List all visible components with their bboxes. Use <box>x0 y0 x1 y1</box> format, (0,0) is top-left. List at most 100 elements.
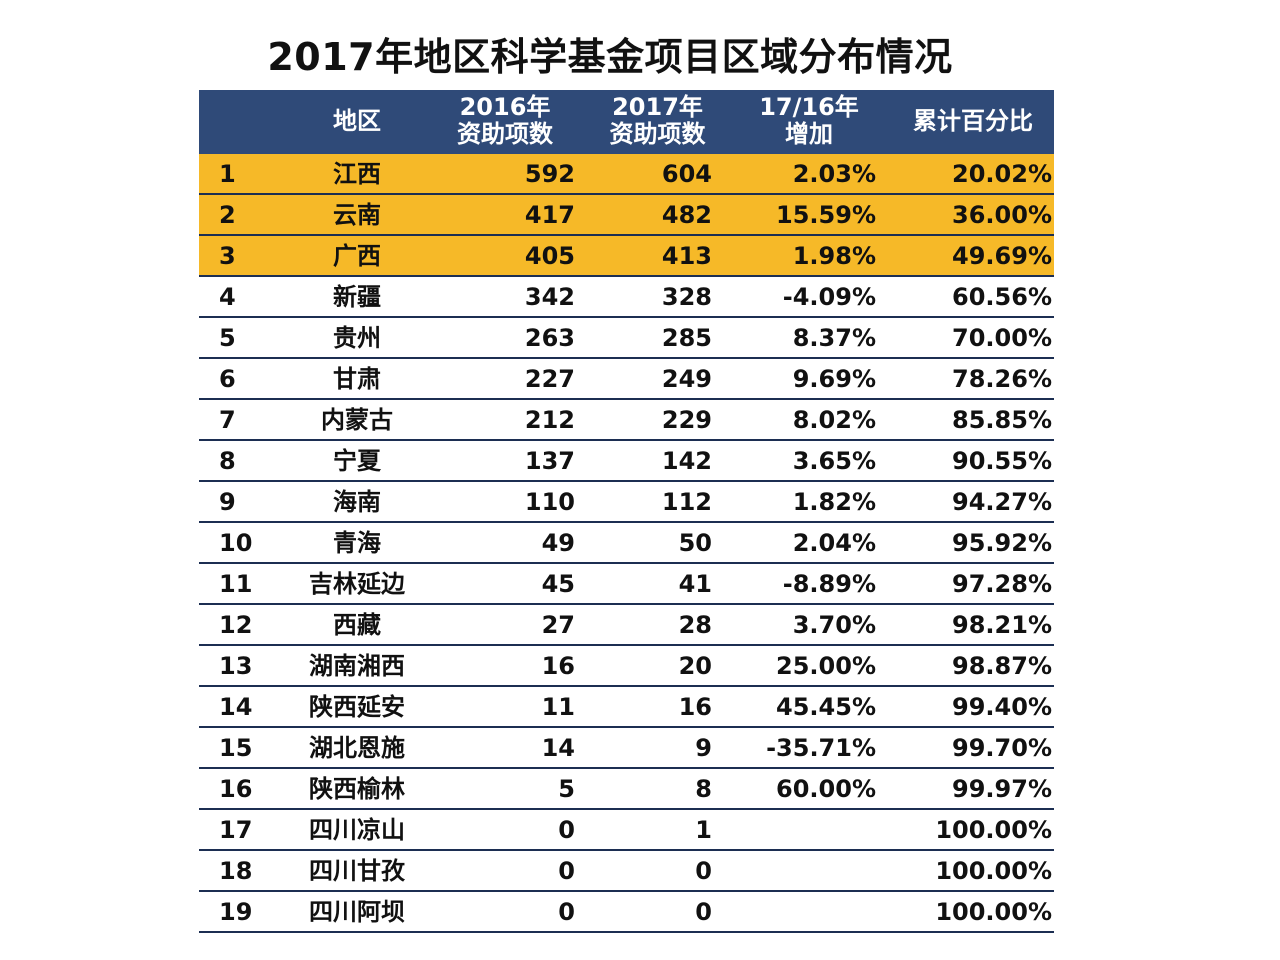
cell-2017-count: 285 <box>589 317 726 359</box>
cell-2016-count: 405 <box>421 235 589 277</box>
cell-growth: 25.00% <box>726 645 892 687</box>
cell-growth: 2.04% <box>726 522 892 564</box>
cell-rank: 2 <box>199 194 293 236</box>
cell-region: 四川凉山 <box>293 809 421 851</box>
cell-region: 海南 <box>293 481 421 523</box>
cell-cumulative: 95.92% <box>892 522 1054 564</box>
header-2017-count: 2017年 资助项数 <box>589 90 726 154</box>
cell-2016-count: 0 <box>421 850 589 892</box>
header-2017-line1: 2017年 <box>612 93 703 121</box>
cell-region: 吉林延边 <box>293 563 421 605</box>
cell-cumulative: 20.02% <box>892 153 1054 195</box>
cell-2016-count: 137 <box>421 440 589 482</box>
cell-rank: 16 <box>199 768 293 810</box>
cell-region: 陕西延安 <box>293 686 421 728</box>
cell-rank: 3 <box>199 235 293 277</box>
cell-2016-count: 0 <box>421 891 589 933</box>
cell-cumulative: 90.55% <box>892 440 1054 482</box>
cell-2016-count: 5 <box>421 768 589 810</box>
cell-growth: 8.37% <box>726 317 892 359</box>
cell-rank: 13 <box>199 645 293 687</box>
cell-2017-count: 112 <box>589 481 726 523</box>
cell-region: 江西 <box>293 153 421 195</box>
table-row: 7 内蒙古 212 229 8.02% 85.85% <box>199 399 1054 441</box>
cell-rank: 15 <box>199 727 293 769</box>
cell-growth: 2.03% <box>726 153 892 195</box>
cell-region: 西藏 <box>293 604 421 646</box>
cell-2017-count: 28 <box>589 604 726 646</box>
cell-2017-count: 482 <box>589 194 726 236</box>
cell-growth: 1.98% <box>726 235 892 277</box>
cell-region: 内蒙古 <box>293 399 421 441</box>
cell-2017-count: 413 <box>589 235 726 277</box>
table-row: 2 云南 417 482 15.59% 36.00% <box>199 194 1054 236</box>
cell-growth: 15.59% <box>726 194 892 236</box>
header-growth-line1: 17/16年 <box>759 93 859 121</box>
cell-cumulative: 85.85% <box>892 399 1054 441</box>
cell-2017-count: 20 <box>589 645 726 687</box>
cell-growth: 60.00% <box>726 768 892 810</box>
cell-rank: 8 <box>199 440 293 482</box>
cell-cumulative: 100.00% <box>892 891 1054 933</box>
cell-growth: -35.71% <box>726 727 892 769</box>
table-row: 18 四川甘孜 0 0 100.00% <box>199 850 1054 892</box>
cell-2017-count: 229 <box>589 399 726 441</box>
cell-rank: 17 <box>199 809 293 851</box>
cell-cumulative: 99.97% <box>892 768 1054 810</box>
cell-cumulative: 100.00% <box>892 809 1054 851</box>
cell-growth: -8.89% <box>726 563 892 605</box>
cell-cumulative: 97.28% <box>892 563 1054 605</box>
cell-rank: 12 <box>199 604 293 646</box>
cell-rank: 10 <box>199 522 293 564</box>
cell-rank: 1 <box>199 153 293 195</box>
cell-2017-count: 50 <box>589 522 726 564</box>
table-row: 6 甘肃 227 249 9.69% 78.26% <box>199 358 1054 400</box>
cell-cumulative: 49.69% <box>892 235 1054 277</box>
cell-2016-count: 11 <box>421 686 589 728</box>
cell-region: 甘肃 <box>293 358 421 400</box>
cell-growth <box>726 891 892 933</box>
table-header-row: 地区 2016年 资助项数 2017年 资助项数 17/16年 增加 累计百分比 <box>199 90 1054 154</box>
page-title: 2017年地区科学基金项目区域分布情况 <box>267 35 953 79</box>
cell-rank: 9 <box>199 481 293 523</box>
table-row: 1 江西 592 604 2.03% 20.02% <box>199 153 1054 195</box>
cell-2016-count: 49 <box>421 522 589 564</box>
cell-2017-count: 0 <box>589 850 726 892</box>
header-growth: 17/16年 增加 <box>726 90 892 154</box>
cell-growth <box>726 850 892 892</box>
cell-growth: 3.70% <box>726 604 892 646</box>
cell-rank: 5 <box>199 317 293 359</box>
funding-table: 地区 2016年 资助项数 2017年 资助项数 17/16年 增加 累计百分比… <box>199 90 1054 933</box>
cell-region: 贵州 <box>293 317 421 359</box>
table-body: 1 江西 592 604 2.03% 20.02% 2 云南 417 482 15.59% 36.00… <box>199 153 1054 933</box>
table-row: 5 贵州 263 285 8.37% 70.00% <box>199 317 1054 359</box>
cell-2017-count: 328 <box>589 276 726 318</box>
cell-region: 云南 <box>293 194 421 236</box>
cell-2016-count: 227 <box>421 358 589 400</box>
cell-2017-count: 0 <box>589 891 726 933</box>
cell-cumulative: 98.87% <box>892 645 1054 687</box>
table-row: 4 新疆 342 328 -4.09% 60.56% <box>199 276 1054 318</box>
cell-cumulative: 99.40% <box>892 686 1054 728</box>
cell-cumulative: 78.26% <box>892 358 1054 400</box>
cell-rank: 18 <box>199 850 293 892</box>
cell-region: 宁夏 <box>293 440 421 482</box>
header-cumulative: 累计百分比 <box>892 90 1054 154</box>
header-2016-line1: 2016年 <box>459 93 551 121</box>
cell-2016-count: 417 <box>421 194 589 236</box>
cell-cumulative: 94.27% <box>892 481 1054 523</box>
cell-2017-count: 16 <box>589 686 726 728</box>
cell-2016-count: 592 <box>421 153 589 195</box>
table-row: 16 陕西榆林 5 8 60.00% 99.97% <box>199 768 1054 810</box>
cell-2017-count: 142 <box>589 440 726 482</box>
cell-2017-count: 8 <box>589 768 726 810</box>
cell-cumulative: 100.00% <box>892 850 1054 892</box>
cell-2017-count: 249 <box>589 358 726 400</box>
cell-rank: 19 <box>199 891 293 933</box>
cell-rank: 4 <box>199 276 293 318</box>
table-row: 13 湖南湘西 16 20 25.00% 98.87% <box>199 645 1054 687</box>
table-row: 15 湖北恩施 14 9 -35.71% 99.70% <box>199 727 1054 769</box>
cell-rank: 14 <box>199 686 293 728</box>
cell-region: 四川阿坝 <box>293 891 421 933</box>
table-row: 14 陕西延安 11 16 45.45% 99.40% <box>199 686 1054 728</box>
